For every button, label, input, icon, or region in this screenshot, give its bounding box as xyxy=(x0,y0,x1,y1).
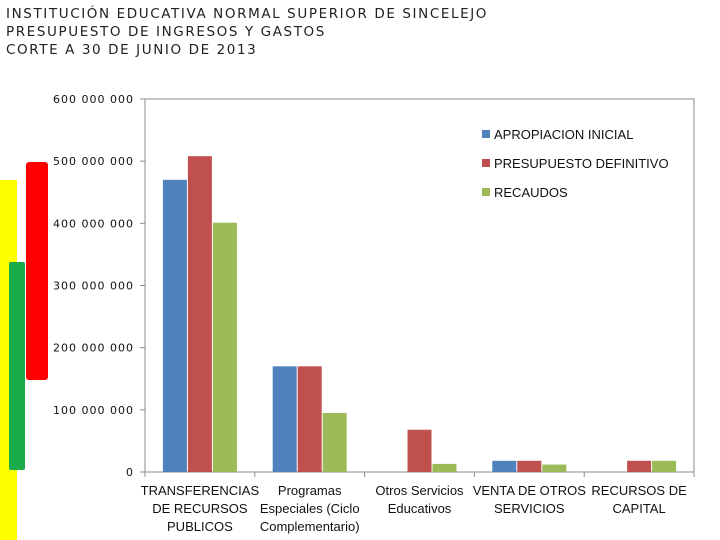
legend-label-1: PRESUPUESTO DEFINITIVO xyxy=(494,156,669,171)
bar-presupuesto-definitivo-1 xyxy=(297,366,322,472)
x-category-label: DE RECURSOS xyxy=(152,501,248,516)
bar-apropiacion-inicial-3 xyxy=(492,460,517,472)
x-category-label: SERVICIOS xyxy=(494,501,565,516)
y-tick-label: 0 xyxy=(126,466,134,479)
bar-presupuesto-definitivo-2 xyxy=(407,429,432,472)
chart-title-block: INSTITUCIÓN EDUCATIVA NORMAL SUPERIOR DE… xyxy=(6,5,488,59)
y-tick-label: 500 000 000 xyxy=(53,155,134,168)
bar-recaudos-3 xyxy=(542,464,567,472)
bar-presupuesto-definitivo-0 xyxy=(187,156,212,472)
legend-label-2: RECAUDOS xyxy=(494,185,568,200)
bar-presupuesto-definitivo-4 xyxy=(627,460,652,472)
green-flag-stripe xyxy=(9,262,25,470)
x-category-label: Especiales (Ciclo xyxy=(260,501,360,516)
title-institution: INSTITUCIÓN EDUCATIVA NORMAL SUPERIOR DE… xyxy=(6,6,489,22)
x-category-label: VENTA DE OTROS xyxy=(473,483,586,498)
y-tick-label: 600 000 000 xyxy=(53,93,134,106)
bar-apropiacion-inicial-1 xyxy=(272,366,297,472)
x-category-label: RECURSOS DE xyxy=(591,483,687,498)
legend-swatch-0 xyxy=(482,130,490,138)
y-tick-label: 200 000 000 xyxy=(53,342,134,355)
x-category-label: Educativos xyxy=(388,501,452,516)
bar-recaudos-2 xyxy=(432,463,457,472)
x-category-label: Programas xyxy=(278,483,342,498)
bar-presupuesto-definitivo-3 xyxy=(517,460,542,472)
bar-recaudos-4 xyxy=(652,460,677,472)
x-category-label: Complementario) xyxy=(260,519,360,534)
x-category-label: PUBLICOS xyxy=(167,519,233,534)
red-flag-stripe xyxy=(26,162,48,380)
y-tick-label: 400 000 000 xyxy=(53,217,134,230)
legend-swatch-1 xyxy=(482,159,490,167)
bar-recaudos-0 xyxy=(212,222,237,472)
title-date: CORTE A 30 DE JUNIO DE 2013 xyxy=(6,42,258,58)
y-tick-label: 100 000 000 xyxy=(53,404,134,417)
x-category-label: TRANSFERENCIAS xyxy=(141,483,260,498)
x-category-label: CAPITAL xyxy=(612,501,665,516)
x-category-label: Otros Servicios xyxy=(375,483,464,498)
bar-apropiacion-inicial-0 xyxy=(162,179,187,473)
y-tick-label: 300 000 000 xyxy=(53,280,134,293)
title-budget: PRESUPUESTO DE INGRESOS Y GASTOS xyxy=(6,24,326,40)
legend-label-0: APROPIACION INICIAL xyxy=(494,127,633,142)
legend-swatch-2 xyxy=(482,188,490,196)
bar-recaudos-1 xyxy=(322,412,347,472)
